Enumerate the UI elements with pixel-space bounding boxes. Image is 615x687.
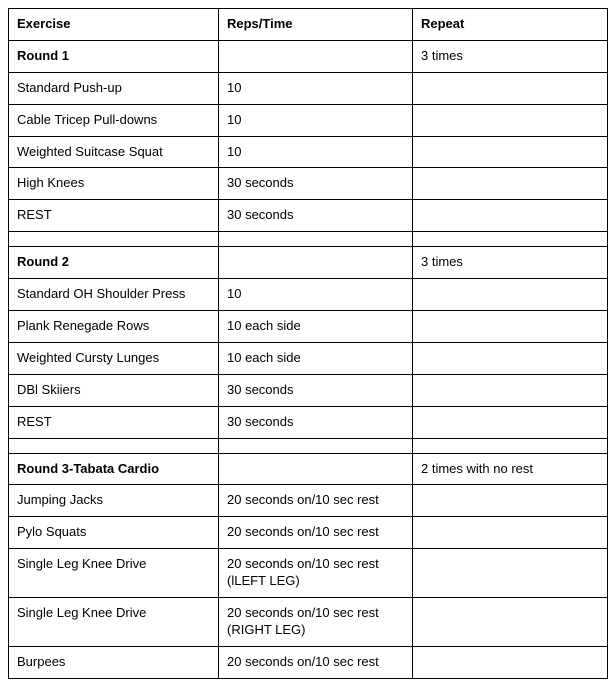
table-row: REST30 seconds xyxy=(9,406,608,438)
cell-reps xyxy=(219,453,413,485)
cell-exercise: REST xyxy=(9,200,219,232)
cell-repeat xyxy=(413,485,608,517)
cell-exercise: Round 1 xyxy=(9,40,219,72)
table-row: Jumping Jacks20 seconds on/10 sec rest xyxy=(9,485,608,517)
cell-reps: 30 seconds xyxy=(219,374,413,406)
column-header-reps: Reps/Time xyxy=(219,9,413,41)
cell-reps: 20 seconds on/10 sec rest xyxy=(219,646,413,678)
table-row: Burpees20 seconds on/10 sec rest xyxy=(9,646,608,678)
cell-repeat xyxy=(413,406,608,438)
table-row: Round 1 3 times xyxy=(9,40,608,72)
cell-repeat xyxy=(413,232,608,247)
cell-exercise: Single Leg Knee Drive xyxy=(9,549,219,598)
cell-repeat xyxy=(413,311,608,343)
cell-reps: 10 each side xyxy=(219,311,413,343)
cell-exercise: Plank Renegade Rows xyxy=(9,311,219,343)
table-row: Standard OH Shoulder Press10 xyxy=(9,279,608,311)
table-row: Weighted Suitcase Squat10 xyxy=(9,136,608,168)
table-row: Weighted Cursty Lunges10 each side xyxy=(9,342,608,374)
cell-exercise: Single Leg Knee Drive xyxy=(9,598,219,647)
cell-exercise: Standard Push-up xyxy=(9,72,219,104)
table-row: REST30 seconds xyxy=(9,200,608,232)
cell-reps: 30 seconds xyxy=(219,168,413,200)
cell-exercise xyxy=(9,232,219,247)
cell-reps: 10 each side xyxy=(219,342,413,374)
cell-exercise: High Knees xyxy=(9,168,219,200)
table-row: Single Leg Knee Drive20 seconds on/10 se… xyxy=(9,549,608,598)
cell-exercise: Weighted Cursty Lunges xyxy=(9,342,219,374)
cell-reps: 10 xyxy=(219,279,413,311)
cell-exercise: Burpees xyxy=(9,646,219,678)
cell-exercise: Standard OH Shoulder Press xyxy=(9,279,219,311)
cell-repeat xyxy=(413,598,608,647)
cell-repeat xyxy=(413,72,608,104)
column-header-repeat: Repeat xyxy=(413,9,608,41)
cell-reps: 20 seconds on/10 sec rest (lLEFT LEG) xyxy=(219,549,413,598)
cell-exercise: Round 2 xyxy=(9,247,219,279)
cell-repeat xyxy=(413,200,608,232)
cell-repeat xyxy=(413,136,608,168)
table-row: Plank Renegade Rows10 each side xyxy=(9,311,608,343)
table-row xyxy=(9,438,608,453)
table-row xyxy=(9,232,608,247)
cell-repeat xyxy=(413,549,608,598)
cell-exercise: REST xyxy=(9,406,219,438)
cell-reps xyxy=(219,232,413,247)
cell-reps: 10 xyxy=(219,136,413,168)
table-row: Pylo Squats20 seconds on/10 sec rest xyxy=(9,517,608,549)
cell-reps: 20 seconds on/10 sec rest xyxy=(219,485,413,517)
cell-repeat xyxy=(413,104,608,136)
cell-reps xyxy=(219,438,413,453)
table-row: Cable Tricep Pull-downs10 xyxy=(9,104,608,136)
table-row: High Knees30 seconds xyxy=(9,168,608,200)
cell-exercise: Jumping Jacks xyxy=(9,485,219,517)
cell-exercise: Cable Tricep Pull-downs xyxy=(9,104,219,136)
cell-exercise: Weighted Suitcase Squat xyxy=(9,136,219,168)
cell-repeat xyxy=(413,438,608,453)
cell-reps: 20 seconds on/10 sec rest (RIGHT LEG) xyxy=(219,598,413,647)
cell-repeat xyxy=(413,646,608,678)
cell-repeat xyxy=(413,279,608,311)
cell-repeat xyxy=(413,168,608,200)
table-row: Standard Push-up10 xyxy=(9,72,608,104)
table-header-row: Exercise Reps/Time Repeat xyxy=(9,9,608,41)
cell-exercise: Pylo Squats xyxy=(9,517,219,549)
cell-reps: 30 seconds xyxy=(219,200,413,232)
cell-reps: 20 seconds on/10 sec rest xyxy=(219,517,413,549)
table-row: Round 2 3 times xyxy=(9,247,608,279)
workout-table: Exercise Reps/Time Repeat Round 1 3 times… xyxy=(8,8,608,679)
cell-exercise: Round 3-Tabata Cardio xyxy=(9,453,219,485)
cell-reps xyxy=(219,247,413,279)
cell-reps xyxy=(219,40,413,72)
cell-reps: 30 seconds xyxy=(219,406,413,438)
table-row: Round 3-Tabata Cardio 2 times with no res… xyxy=(9,453,608,485)
cell-exercise: DBl Skiiers xyxy=(9,374,219,406)
cell-repeat xyxy=(413,342,608,374)
table-row: DBl Skiiers30 seconds xyxy=(9,374,608,406)
cell-repeat xyxy=(413,517,608,549)
column-header-exercise: Exercise xyxy=(9,9,219,41)
cell-reps: 10 xyxy=(219,104,413,136)
cell-repeat xyxy=(413,374,608,406)
cell-repeat: 3 times xyxy=(413,247,608,279)
cell-reps: 10 xyxy=(219,72,413,104)
table-row: Single Leg Knee Drive20 seconds on/10 se… xyxy=(9,598,608,647)
cell-repeat: 3 times xyxy=(413,40,608,72)
cell-repeat: 2 times with no rest xyxy=(413,453,608,485)
cell-exercise xyxy=(9,438,219,453)
